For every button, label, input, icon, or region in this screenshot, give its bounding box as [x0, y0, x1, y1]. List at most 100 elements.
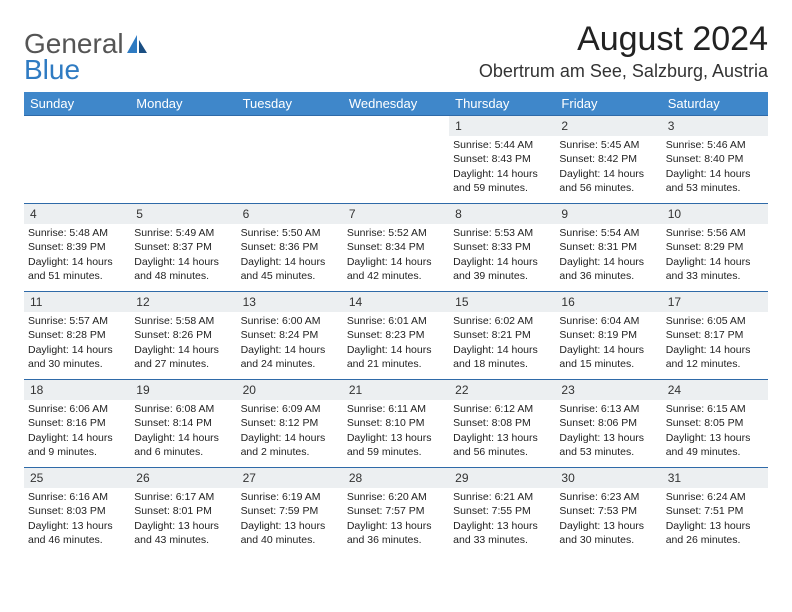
sunrise-text: Sunrise: 6:09 AM: [241, 402, 339, 416]
sunrise-text: Sunrise: 6:24 AM: [666, 490, 764, 504]
day-details: Sunrise: 6:05 AMSunset: 8:17 PMDaylight:…: [662, 312, 768, 371]
sunset-text: Sunset: 8:37 PM: [134, 240, 232, 254]
sunrise-text: Sunrise: 6:11 AM: [347, 402, 445, 416]
daylight-line1: Daylight: 13 hours: [347, 431, 445, 445]
day-details: Sunrise: 5:54 AMSunset: 8:31 PMDaylight:…: [555, 224, 661, 283]
day-details: Sunrise: 6:15 AMSunset: 8:05 PMDaylight:…: [662, 400, 768, 459]
calendar-cell: 29Sunrise: 6:21 AMSunset: 7:55 PMDayligh…: [449, 467, 555, 555]
day-number: 17: [662, 292, 768, 312]
day-number: 18: [24, 380, 130, 400]
sunrise-text: Sunrise: 6:20 AM: [347, 490, 445, 504]
title-block: August 2024 Obertrum am See, Salzburg, A…: [479, 20, 768, 82]
day-details: Sunrise: 5:48 AMSunset: 8:39 PMDaylight:…: [24, 224, 130, 283]
calendar-cell: 8Sunrise: 5:53 AMSunset: 8:33 PMDaylight…: [449, 203, 555, 291]
daylight-line1: Daylight: 13 hours: [241, 519, 339, 533]
daylight-line2: and 49 minutes.: [666, 445, 764, 459]
day-details: Sunrise: 6:00 AMSunset: 8:24 PMDaylight:…: [237, 312, 343, 371]
location: Obertrum am See, Salzburg, Austria: [479, 61, 768, 82]
day-details: Sunrise: 6:06 AMSunset: 8:16 PMDaylight:…: [24, 400, 130, 459]
dow-header: Thursday: [449, 92, 555, 115]
daylight-line1: Daylight: 14 hours: [559, 343, 657, 357]
calendar-cell-empty: [24, 115, 130, 203]
day-number: 29: [449, 468, 555, 488]
daylight-line2: and 48 minutes.: [134, 269, 232, 283]
day-number: 11: [24, 292, 130, 312]
day-number: 28: [343, 468, 449, 488]
sunrise-text: Sunrise: 5:53 AM: [453, 226, 551, 240]
day-details: Sunrise: 6:24 AMSunset: 7:51 PMDaylight:…: [662, 488, 768, 547]
sunset-text: Sunset: 7:55 PM: [453, 504, 551, 518]
daylight-line2: and 40 minutes.: [241, 533, 339, 547]
day-number: 13: [237, 292, 343, 312]
sunset-text: Sunset: 8:26 PM: [134, 328, 232, 342]
daylight-line1: Daylight: 14 hours: [666, 343, 764, 357]
daylight-line2: and 53 minutes.: [559, 445, 657, 459]
daylight-line2: and 59 minutes.: [453, 181, 551, 195]
day-number: 1: [449, 116, 555, 136]
day-number: 20: [237, 380, 343, 400]
day-details: Sunrise: 6:04 AMSunset: 8:19 PMDaylight:…: [555, 312, 661, 371]
day-number: 10: [662, 204, 768, 224]
daylight-line2: and 36 minutes.: [347, 533, 445, 547]
dow-header: Friday: [555, 92, 661, 115]
daylight-line1: Daylight: 14 hours: [559, 167, 657, 181]
daylight-line1: Daylight: 14 hours: [559, 255, 657, 269]
day-details: Sunrise: 5:56 AMSunset: 8:29 PMDaylight:…: [662, 224, 768, 283]
daylight-line2: and 15 minutes.: [559, 357, 657, 371]
daylight-line1: Daylight: 14 hours: [134, 343, 232, 357]
sunrise-text: Sunrise: 5:46 AM: [666, 138, 764, 152]
calendar-cell: 19Sunrise: 6:08 AMSunset: 8:14 PMDayligh…: [130, 379, 236, 467]
sunrise-text: Sunrise: 6:01 AM: [347, 314, 445, 328]
calendar-cell: 11Sunrise: 5:57 AMSunset: 8:28 PMDayligh…: [24, 291, 130, 379]
day-details: Sunrise: 6:13 AMSunset: 8:06 PMDaylight:…: [555, 400, 661, 459]
sunset-text: Sunset: 8:10 PM: [347, 416, 445, 430]
sunset-text: Sunset: 7:57 PM: [347, 504, 445, 518]
daylight-line1: Daylight: 14 hours: [28, 343, 126, 357]
daylight-line2: and 12 minutes.: [666, 357, 764, 371]
calendar-cell: 1Sunrise: 5:44 AMSunset: 8:43 PMDaylight…: [449, 115, 555, 203]
calendar-cell: 17Sunrise: 6:05 AMSunset: 8:17 PMDayligh…: [662, 291, 768, 379]
sunrise-text: Sunrise: 6:08 AM: [134, 402, 232, 416]
daylight-line2: and 51 minutes.: [28, 269, 126, 283]
sunrise-text: Sunrise: 6:16 AM: [28, 490, 126, 504]
sunset-text: Sunset: 8:06 PM: [559, 416, 657, 430]
day-details: Sunrise: 5:57 AMSunset: 8:28 PMDaylight:…: [24, 312, 130, 371]
calendar-cell-empty: [237, 115, 343, 203]
day-number: 19: [130, 380, 236, 400]
header: General August 2024 Obertrum am See, Sal…: [24, 20, 768, 82]
daylight-line1: Daylight: 13 hours: [666, 431, 764, 445]
sunrise-text: Sunrise: 5:58 AM: [134, 314, 232, 328]
daylight-line2: and 56 minutes.: [559, 181, 657, 195]
day-number: 21: [343, 380, 449, 400]
calendar-cell: 21 Sunrise: 6:11 AMSunset: 8:10 PMDayligh…: [343, 379, 449, 467]
daylight-line1: Daylight: 13 hours: [453, 519, 551, 533]
sunrise-text: Sunrise: 6:00 AM: [241, 314, 339, 328]
day-details: Sunrise: 5:46 AMSunset: 8:40 PMDaylight:…: [662, 136, 768, 195]
daylight-line2: and 36 minutes.: [559, 269, 657, 283]
calendar-cell: 26Sunrise: 6:17 AMSunset: 8:01 PMDayligh…: [130, 467, 236, 555]
sunset-text: Sunset: 8:01 PM: [134, 504, 232, 518]
day-details: Sunrise: 6:16 AMSunset: 8:03 PMDaylight:…: [24, 488, 130, 547]
daylight-line2: and 59 minutes.: [347, 445, 445, 459]
calendar-cell: 7Sunrise: 5:52 AMSunset: 8:34 PMDaylight…: [343, 203, 449, 291]
calendar-grid: SundayMondayTuesdayWednesdayThursdayFrid…: [24, 92, 768, 555]
calendar-cell: 27Sunrise: 6:19 AMSunset: 7:59 PMDayligh…: [237, 467, 343, 555]
sunrise-text: Sunrise: 6:17 AM: [134, 490, 232, 504]
daylight-line1: Daylight: 14 hours: [28, 431, 126, 445]
daylight-line1: Daylight: 14 hours: [666, 167, 764, 181]
daylight-line1: Daylight: 14 hours: [453, 343, 551, 357]
daylight-line2: and 27 minutes.: [134, 357, 232, 371]
sunset-text: Sunset: 8:28 PM: [28, 328, 126, 342]
day-number: 2: [555, 116, 661, 136]
dow-header: Sunday: [24, 92, 130, 115]
daylight-line1: Daylight: 14 hours: [241, 431, 339, 445]
daylight-line2: and 30 minutes.: [559, 533, 657, 547]
sunset-text: Sunset: 8:31 PM: [559, 240, 657, 254]
sunset-text: Sunset: 8:33 PM: [453, 240, 551, 254]
daylight-line2: and 42 minutes.: [347, 269, 445, 283]
day-number: 15: [449, 292, 555, 312]
calendar-cell: 24Sunrise: 6:15 AMSunset: 8:05 PMDayligh…: [662, 379, 768, 467]
daylight-line1: Daylight: 14 hours: [134, 431, 232, 445]
sunrise-text: Sunrise: 6:13 AM: [559, 402, 657, 416]
day-number: 16: [555, 292, 661, 312]
